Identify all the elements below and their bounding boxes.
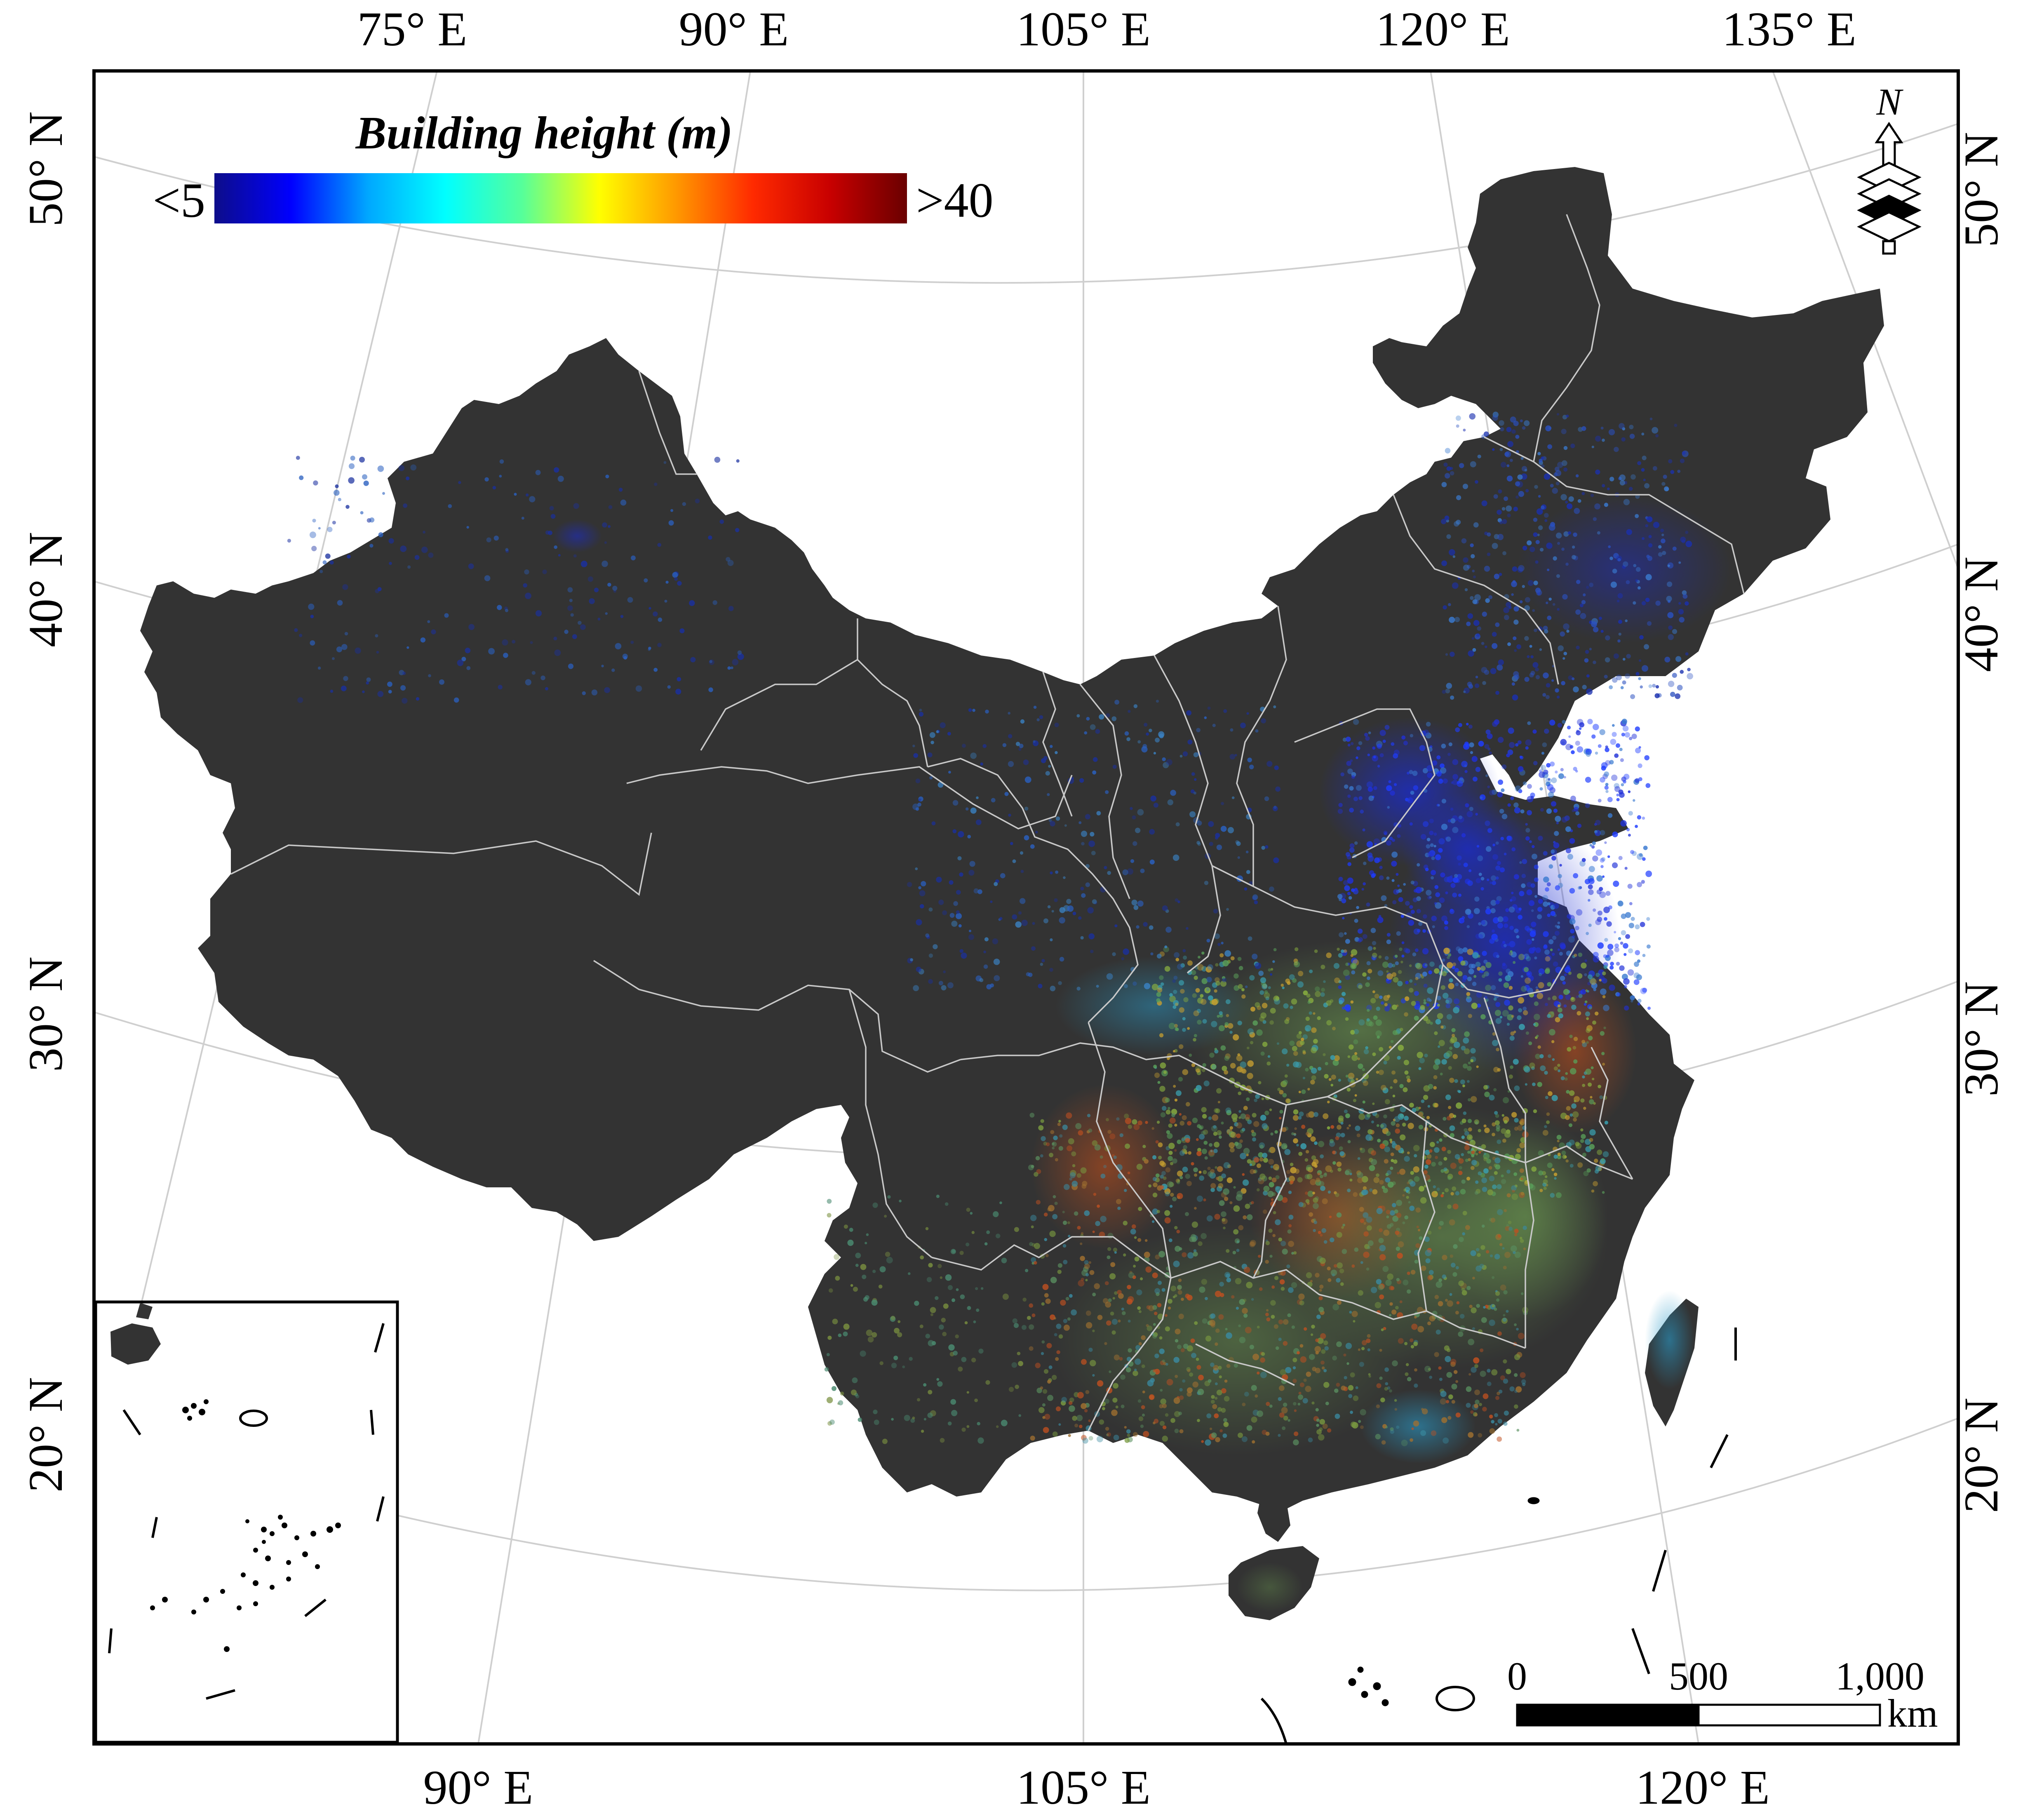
left-lat-label-50n: 50° N — [19, 111, 73, 227]
scale-tick-1000: 1,000 — [1835, 1654, 1924, 1698]
inset-map — [94, 1300, 399, 1744]
top-lon-label-90e: 90° E — [679, 2, 789, 56]
top-lon-label-105e: 105° E — [1016, 2, 1151, 56]
scale-bar-black-segment — [1516, 1704, 1700, 1727]
scale-tick-0: 0 — [1507, 1654, 1527, 1698]
legend-max-label: >40 — [916, 173, 994, 228]
right-lat-label-20n: 20° N — [1954, 1398, 2008, 1513]
left-lat-label-30n: 30° N — [19, 956, 73, 1072]
province-boundaries — [230, 214, 1745, 1431]
sea-islands-marks — [1260, 1328, 1737, 1744]
right-lat-label-50n: 50° N — [1954, 132, 2008, 247]
parallel-20n — [94, 1417, 1958, 1591]
bottom-lon-label-105e: 105° E — [1016, 1760, 1151, 1814]
building-height-speckles — [287, 411, 1693, 1446]
north-arrow: N — [1857, 81, 1922, 255]
legend-min-label: <5 — [153, 173, 205, 228]
legend-title: Building height (m) — [355, 108, 733, 159]
scale-unit: km — [1887, 1691, 1938, 1735]
parallel-50n — [94, 123, 1958, 284]
legend-color-ramp — [214, 173, 907, 223]
building-height-raster — [552, 495, 1732, 1612]
top-lon-label-120e: 120° E — [1376, 2, 1510, 56]
legend: Building height (m) <5 >40 — [153, 108, 993, 228]
graticule-labels: 75° E 90° E 105° E 120° E 135° E 90° E 1… — [19, 2, 2008, 1814]
bottom-lon-label-120e: 120° E — [1635, 1760, 1770, 1814]
right-lat-label-40n: 40° N — [1954, 557, 2008, 672]
map-frame — [92, 69, 1960, 1746]
north-arrow-label: N — [1876, 81, 1903, 123]
top-lon-label-75e: 75° E — [357, 2, 468, 56]
right-lat-label-30n: 30° N — [1954, 981, 2008, 1097]
scale-bar: 0 500 1,000 km — [1507, 1654, 1938, 1735]
scale-tick-500: 500 — [1669, 1654, 1728, 1698]
bottom-lon-label-90e: 90° E — [423, 1760, 533, 1814]
left-lat-label-20n: 20° N — [19, 1377, 73, 1492]
scale-bar-white-segment — [1697, 1704, 1881, 1727]
leizhou-peninsula — [1257, 1492, 1290, 1542]
inset-hainan — [110, 1323, 161, 1365]
left-lat-label-40n: 40° N — [19, 532, 73, 647]
top-lon-label-135e: 135° E — [1722, 2, 1856, 56]
